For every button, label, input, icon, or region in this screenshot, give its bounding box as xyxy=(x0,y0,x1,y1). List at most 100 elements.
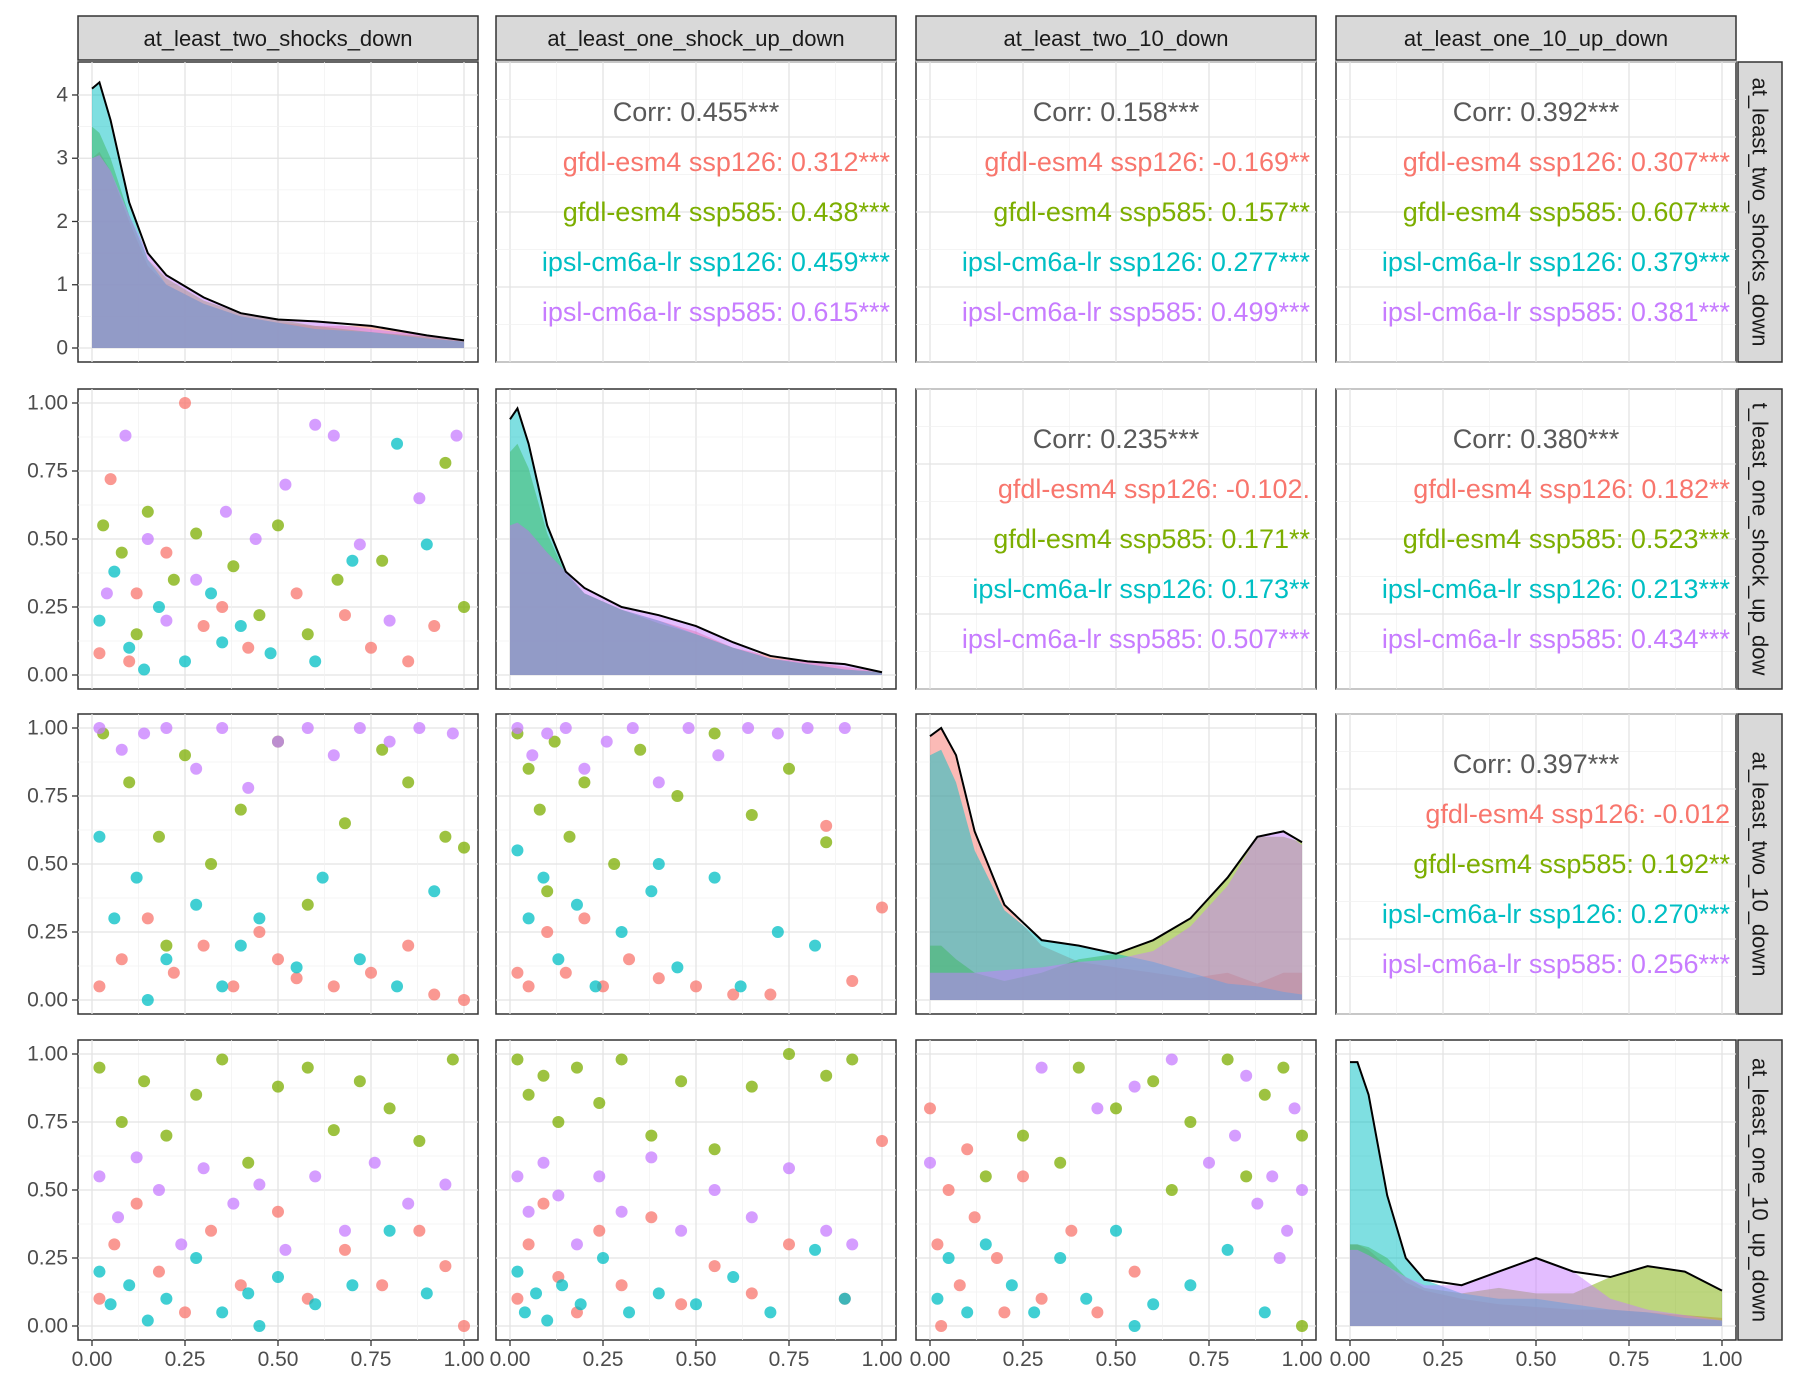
density-area xyxy=(930,749,1302,1000)
scatter-point xyxy=(152,1184,165,1196)
scatter-point xyxy=(537,1197,550,1210)
scatter-point xyxy=(1128,1320,1141,1332)
scatter-point xyxy=(522,912,535,925)
scatter-point xyxy=(227,560,240,573)
scatter-point xyxy=(458,601,470,613)
scatter-point xyxy=(1028,1306,1041,1319)
scatter-point xyxy=(338,1224,351,1237)
scatter-point xyxy=(301,898,314,911)
scatter-point xyxy=(216,980,229,993)
correlation-overall: Corr: 0.235*** xyxy=(1033,424,1200,454)
y-tick-label: 0.50 xyxy=(27,528,68,551)
scatter-point xyxy=(820,819,833,832)
scatter-point xyxy=(530,1287,543,1300)
correlation-group: gfdl-esm4 ssp126: 0.307*** xyxy=(1403,147,1731,177)
scatter-point xyxy=(93,722,106,734)
column-strip: at_least_two_shocks_down xyxy=(77,15,479,61)
scatter-point xyxy=(130,871,143,884)
panel-1-3 xyxy=(1335,388,1737,690)
scatter-point xyxy=(331,573,344,586)
scatter-point xyxy=(876,901,888,914)
scatter-point xyxy=(242,641,255,654)
row-strip-label: t_least_one_shock_up_dow xyxy=(1748,403,1773,676)
scatter-point xyxy=(272,953,284,966)
scatter-point xyxy=(979,1238,992,1251)
scatter-point xyxy=(846,1053,859,1066)
scatter-point xyxy=(93,1170,106,1183)
column-strip-label: at_least_two_10_down xyxy=(1003,26,1228,51)
scatter-point xyxy=(376,743,389,756)
scatter-point xyxy=(652,972,665,985)
y-axis: 0.00 0.25 0.50 0.75 1.00 xyxy=(27,392,78,687)
density-panel xyxy=(509,406,883,675)
scatter-point xyxy=(809,939,822,952)
scatter-point xyxy=(953,1279,966,1292)
row-strip-label: at_least_two_shocks_down xyxy=(1748,77,1773,346)
scatter-point xyxy=(634,743,647,756)
scatter-point xyxy=(574,1298,587,1311)
scatter-point xyxy=(141,1314,154,1327)
scatter-point xyxy=(570,898,583,911)
scatter-point xyxy=(1128,1080,1141,1093)
scatter-point xyxy=(123,776,136,789)
correlation-group: gfdl-esm4 ssp126: -0.169** xyxy=(984,147,1310,177)
scatter-point xyxy=(93,614,106,627)
scatter-point xyxy=(327,429,340,442)
scatter-point xyxy=(809,1243,822,1256)
scatter-point xyxy=(141,994,154,1006)
scatter-point xyxy=(552,1116,565,1128)
scatter-point xyxy=(541,885,554,898)
scatter-point xyxy=(338,1243,351,1256)
scatter-point xyxy=(93,980,106,993)
y-tick-label: 0.00 xyxy=(27,1315,68,1338)
scatter-point xyxy=(727,988,740,1001)
scatter-point xyxy=(1072,1061,1085,1074)
scatter-point xyxy=(1005,1279,1018,1292)
scatter-point xyxy=(272,1080,284,1093)
scatter-point xyxy=(1296,1320,1308,1332)
correlation-overall: Corr: 0.455*** xyxy=(613,97,780,127)
correlation-panel: Corr: 0.235*** gfdl-esm4 ssp126: -0.102. g… xyxy=(962,424,1311,654)
scatter-point xyxy=(820,1224,833,1237)
column-strip-label: at_least_one_10_up_down xyxy=(1404,26,1668,51)
scatter-point xyxy=(931,1238,944,1251)
y-tick-label: 0.00 xyxy=(27,664,68,687)
scatter-point xyxy=(123,655,136,668)
y-tick-label: 0.25 xyxy=(27,1247,68,1270)
scatter-point xyxy=(578,762,591,775)
scatter-point xyxy=(1065,1224,1078,1237)
scatter-point xyxy=(190,898,203,911)
scatter-point xyxy=(511,1292,524,1305)
scatter-point xyxy=(253,609,266,622)
scatter-point xyxy=(190,762,203,775)
scatter-point xyxy=(1281,1224,1294,1237)
scatter-point xyxy=(961,1306,974,1319)
panel-2-1 xyxy=(495,713,897,1015)
scatter-point xyxy=(108,1238,121,1251)
panel-2-3 xyxy=(1335,713,1737,1015)
scatter-point xyxy=(428,620,441,633)
scatter-point xyxy=(1035,1292,1048,1305)
scatter-point xyxy=(708,1260,721,1273)
scatter-point xyxy=(391,980,404,993)
scatter-point xyxy=(1288,1102,1301,1115)
density-line xyxy=(91,80,465,342)
scatter-point xyxy=(708,1184,721,1196)
scatter-point xyxy=(961,1143,974,1156)
correlation-overall: Corr: 0.392*** xyxy=(1453,97,1620,127)
scatter-point xyxy=(597,1252,609,1264)
y-tick-label: 0.00 xyxy=(27,989,68,1012)
scatter-point xyxy=(1203,1156,1215,1169)
scatter-point xyxy=(160,1129,173,1142)
scatter-point xyxy=(138,663,151,676)
correlation-group: gfdl-esm4 ssp585: 0.192** xyxy=(1413,849,1730,879)
y-tick-label: 0.75 xyxy=(27,785,68,808)
scatter-point xyxy=(511,1053,524,1066)
scatter-point xyxy=(511,844,524,857)
density-line xyxy=(509,406,883,674)
scatter-point xyxy=(402,776,415,789)
correlation-overall: Corr: 0.158*** xyxy=(1033,97,1200,127)
scatter-point xyxy=(1296,1184,1308,1196)
scatter-point xyxy=(708,871,721,884)
scatter-point xyxy=(179,397,191,409)
